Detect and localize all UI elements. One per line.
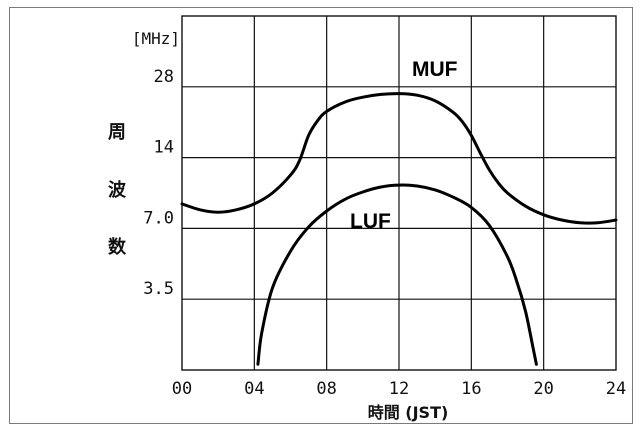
x-tick-label: 24 (606, 379, 626, 399)
luf-curve (256, 183, 538, 366)
text-layer: [MHz] 周 波 数 時間 (JST) 00 04 08 12 16 20 24 3.5 7.… (108, 29, 626, 422)
x-tick-label: 12 (389, 379, 409, 399)
y-axis-label-char-1: 周 (108, 122, 126, 143)
x-axis-label: 時間 (JST) (368, 403, 449, 422)
y-tick-label: 14 (154, 138, 174, 158)
x-tick-label: 20 (533, 379, 553, 399)
series-layer (180, 92, 618, 366)
y-tick-label: 28 (154, 67, 174, 87)
x-tick-label: 08 (316, 379, 336, 399)
x-tick-label: 00 (172, 379, 192, 399)
y-tick-label: 3.5 (143, 279, 174, 299)
y-unit-label: [MHz] (132, 29, 180, 48)
grid-layer (181, 15, 617, 371)
x-tick-label: 16 (461, 379, 481, 399)
muf-label: MUF (412, 58, 458, 81)
x-tick-label: 04 (244, 379, 264, 399)
y-axis-label-char-3: 数 (108, 236, 127, 258)
luf-label: LUF (350, 210, 391, 233)
muf-curve (180, 92, 618, 225)
y-tick-label: 7.0 (143, 208, 174, 228)
y-axis-label-char-2: 波 (108, 179, 127, 201)
